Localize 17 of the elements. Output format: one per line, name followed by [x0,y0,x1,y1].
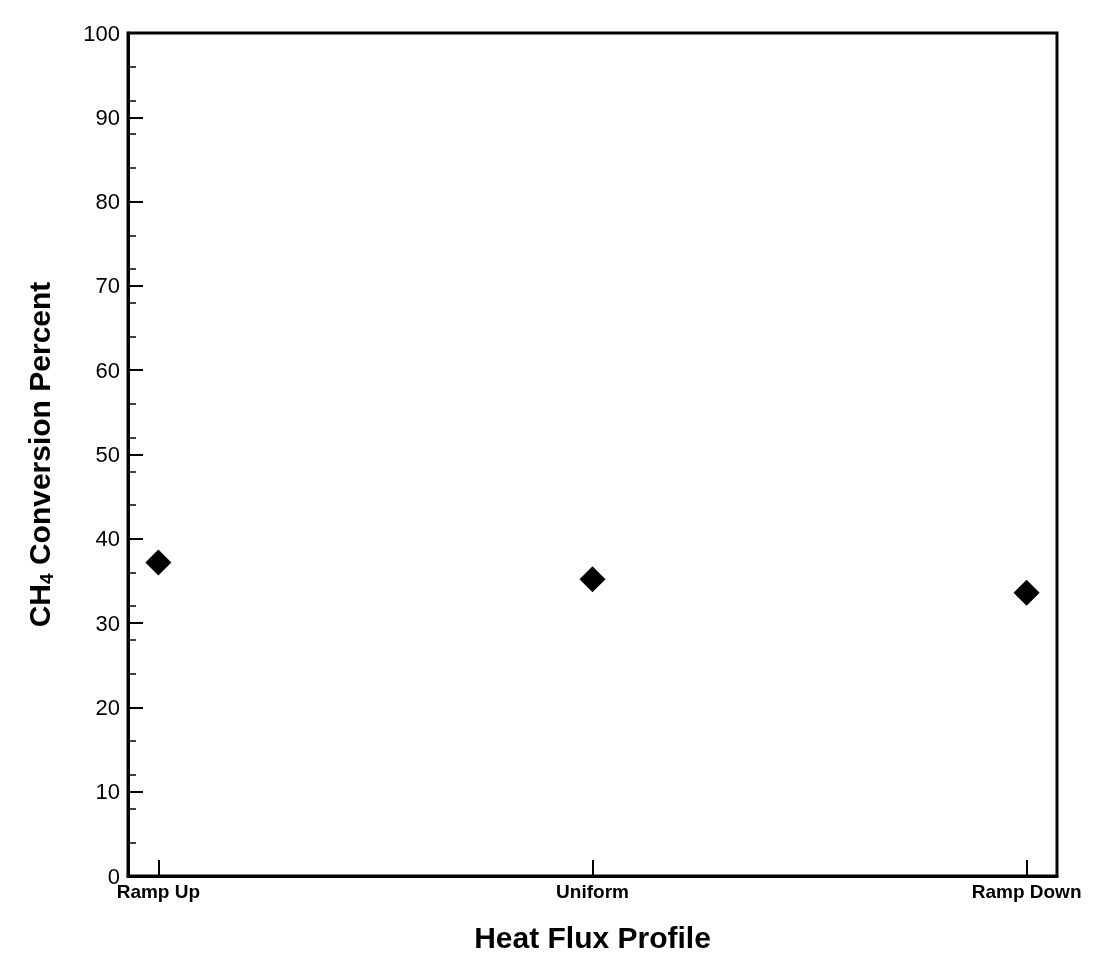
y-tick-label: 10 [95,779,120,805]
y-tick-label: 100 [83,20,120,46]
x-axis-title: Heat Flux Profile [474,920,711,954]
y-tick-label: 70 [95,273,120,299]
point [1013,579,1040,606]
y-tick-label: 60 [95,357,120,383]
y-tick-label: 90 [95,104,120,130]
y-axis-title: CH4 Conversion Percent [23,281,57,628]
x-tick-label: Ramp Down [971,881,1082,902]
y-tick-label: 30 [95,610,120,636]
point [579,566,606,593]
point [145,549,172,576]
x-tick-label: Uniform [556,881,629,902]
y-tick-label: 80 [95,189,120,215]
y-tick-label: 50 [95,442,120,467]
y-tick-label: 20 [95,694,120,720]
y-tick-label: 40 [95,526,120,552]
